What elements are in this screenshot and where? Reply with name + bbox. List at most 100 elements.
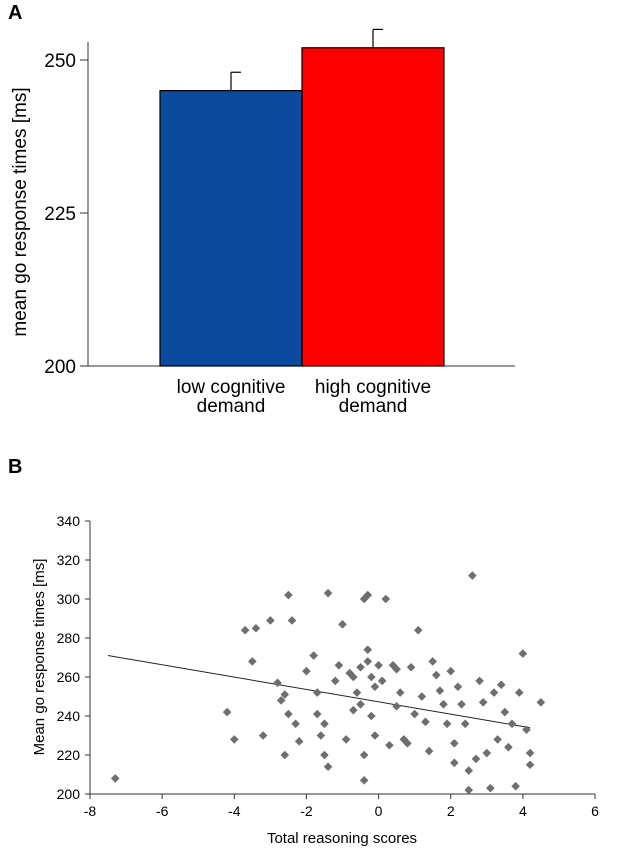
data-point (352, 688, 362, 697)
data-point (392, 664, 401, 674)
x-tick-label: -8 (84, 803, 97, 819)
data-point (457, 700, 466, 709)
data-point (395, 688, 405, 697)
y-tick-label: 260 (57, 669, 81, 685)
data-point (276, 696, 286, 705)
data-point (240, 625, 250, 635)
data-point (478, 698, 488, 707)
data-point (287, 616, 297, 625)
data-point (496, 680, 506, 690)
data-point (356, 700, 365, 709)
panel-a-letter: A (8, 2, 23, 24)
data-point (280, 750, 290, 760)
y-axis-label: Mean go response times [ms] (31, 559, 48, 756)
data-point (280, 690, 290, 699)
data-point (417, 692, 427, 701)
data-point (500, 707, 510, 717)
data-point (468, 571, 477, 580)
x-tick-label: -2 (300, 803, 313, 819)
data-point (374, 661, 383, 670)
category-label: low cognitive (177, 377, 286, 398)
x-tick-label: 4 (519, 803, 527, 819)
data-point (424, 746, 434, 756)
data-point (251, 623, 261, 633)
data-point (312, 688, 322, 697)
data-point (493, 735, 502, 744)
data-point (363, 590, 373, 600)
data-point (323, 588, 333, 598)
data-point (489, 688, 499, 697)
x-tick-label: 2 (447, 803, 455, 819)
data-point (229, 735, 239, 744)
data-point (522, 725, 531, 734)
data-point (309, 651, 318, 660)
data-point (363, 645, 373, 654)
data-point (471, 754, 481, 764)
data-point (406, 662, 416, 672)
x-tick-label: 0 (375, 803, 383, 819)
y-tick-label: 225 (44, 204, 76, 225)
y-tick-label: 320 (57, 552, 81, 568)
category-label: demand (339, 396, 408, 417)
x-tick-label: 6 (591, 803, 599, 819)
data-point (450, 739, 459, 748)
data-point (349, 672, 358, 682)
data-point (482, 748, 492, 758)
data-point (359, 776, 369, 785)
data-point (320, 719, 329, 729)
data-point (359, 750, 369, 760)
data-point (431, 670, 441, 680)
data-point (320, 750, 329, 760)
data-point (323, 762, 333, 771)
data-point (428, 657, 437, 666)
data-point (291, 719, 300, 729)
y-tick-label: 340 (57, 513, 81, 529)
data-point (367, 672, 376, 682)
data-point (421, 717, 430, 727)
y-axis-label: mean go response times [ms] (10, 87, 31, 336)
data-point (312, 709, 322, 719)
data-point (450, 758, 459, 768)
data-point (392, 701, 401, 711)
data-point (356, 662, 365, 672)
data-point (385, 740, 394, 750)
data-point (273, 678, 282, 688)
data-point (334, 661, 344, 670)
data-point (403, 739, 412, 748)
data-point (525, 748, 535, 758)
data-point (439, 700, 448, 709)
data-point (284, 709, 293, 719)
data-point (460, 719, 470, 729)
data-point (266, 616, 275, 625)
data-point (464, 785, 474, 795)
data-point (316, 731, 326, 740)
data-point (518, 649, 528, 658)
data-point (435, 686, 445, 695)
data-point (370, 731, 380, 740)
data-point (284, 590, 293, 600)
data-point (377, 676, 387, 686)
data-point (330, 676, 340, 686)
y-tick-label: 200 (44, 357, 76, 378)
y-tick-label: 280 (57, 630, 81, 646)
data-point (413, 625, 423, 635)
data-point (475, 676, 484, 686)
data-point (446, 666, 456, 676)
data-point (338, 620, 347, 629)
data-point (442, 719, 452, 729)
data-point (363, 657, 373, 666)
y-tick-label: 220 (57, 747, 81, 763)
data-point (258, 731, 268, 740)
panel-b-letter: B (8, 456, 23, 478)
data-point (341, 735, 351, 744)
data-point (536, 698, 546, 707)
data-point (302, 666, 311, 676)
data-point (370, 682, 380, 692)
data-point (367, 711, 376, 721)
data-point (514, 688, 524, 697)
y-tick-label: 250 (44, 51, 76, 72)
data-point (504, 742, 513, 752)
data-point (486, 783, 495, 793)
